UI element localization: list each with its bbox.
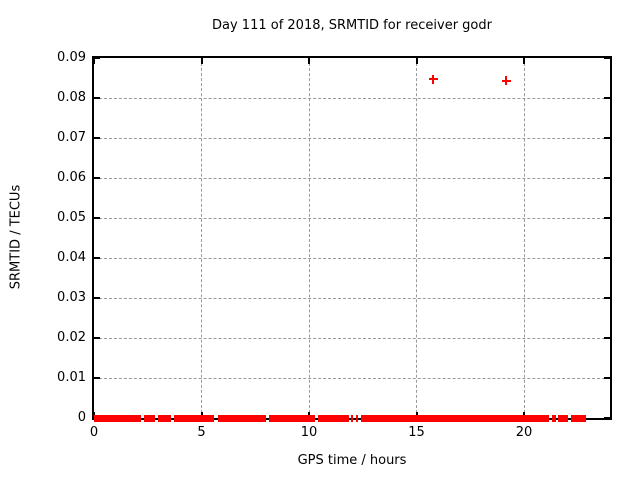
data-point-marker <box>501 76 511 86</box>
gridline-vertical <box>416 58 417 418</box>
y-tick-label: 0.07 <box>57 130 86 145</box>
y-tick-mark-right <box>604 337 610 339</box>
x-tick-mark-top <box>93 58 95 64</box>
y-tick-mark-right <box>604 217 610 219</box>
y-tick-label: 0.06 <box>57 170 86 185</box>
x-tick-mark-top <box>415 58 418 64</box>
chart-title: Day 111 of 2018, SRMTID for receiver god… <box>212 18 492 33</box>
plot-area <box>92 56 612 422</box>
y-tick-mark <box>94 97 100 99</box>
x-tick-mark-top <box>200 58 203 64</box>
y-tick-mark-right <box>604 257 610 259</box>
baseline-marker-band <box>217 414 266 422</box>
gridline-vertical <box>523 58 525 418</box>
baseline-marker-band <box>355 414 358 422</box>
gridline-horizontal <box>94 257 610 259</box>
y-tick-mark-right <box>604 137 610 139</box>
x-axis-label: GPS time / hours <box>297 453 407 468</box>
gridline-horizontal <box>94 177 610 179</box>
y-tick-mark <box>94 377 100 379</box>
baseline-marker-band <box>158 414 172 422</box>
x-tick-label: 5 <box>197 425 206 440</box>
x-tick-mark-top <box>523 58 525 64</box>
y-tick-mark-right <box>604 177 610 179</box>
y-tick-mark <box>94 57 100 59</box>
baseline-marker-band <box>558 414 569 422</box>
plus-icon-vbar <box>505 76 508 86</box>
baseline-marker-band <box>318 414 349 422</box>
y-tick-label: 0.02 <box>57 330 86 345</box>
y-tick-mark <box>94 177 100 179</box>
y-tick-mark-right <box>604 57 610 59</box>
y-tick-mark-right <box>604 97 610 99</box>
plus-icon-vbar <box>432 74 435 84</box>
baseline-marker-band <box>94 414 142 422</box>
baseline-marker-band <box>144 414 156 422</box>
x-tick-mark-top <box>308 58 310 64</box>
gridline-horizontal <box>94 97 610 99</box>
y-tick-label: 0 <box>77 410 86 425</box>
data-point-marker <box>428 74 438 84</box>
y-tick-mark-right <box>604 377 610 379</box>
gridline-vertical <box>201 58 202 418</box>
gridline-horizontal <box>94 337 610 339</box>
y-tick-mark <box>94 137 100 139</box>
gridline-horizontal <box>94 217 610 219</box>
baseline-marker-band <box>173 414 215 422</box>
baseline-marker-band <box>571 414 586 422</box>
y-tick-mark <box>94 297 100 299</box>
y-tick-mark <box>94 257 100 259</box>
y-tick-label: 0.05 <box>57 210 86 225</box>
y-axis-label-text: SRMTID / TECUs <box>8 184 24 290</box>
baseline-marker-band <box>351 414 354 422</box>
y-tick-mark <box>94 217 100 219</box>
baseline-marker-band <box>360 414 549 422</box>
x-tick-label: 0 <box>89 425 99 440</box>
y-tick-label: 0.01 <box>57 370 86 385</box>
x-tick-label: 15 <box>408 425 425 440</box>
y-tick-mark <box>94 337 100 339</box>
gridline-horizontal <box>94 377 610 379</box>
y-tick-label: 0.09 <box>57 50 86 65</box>
baseline-marker-band <box>551 414 557 422</box>
y-tick-label: 0.08 <box>57 90 86 105</box>
x-tick-label: 10 <box>300 425 318 440</box>
y-tick-mark-right <box>604 297 610 299</box>
gridline-vertical <box>308 58 310 418</box>
baseline-marker-band <box>269 414 315 422</box>
x-tick-label: 20 <box>515 425 533 440</box>
y-tick-label: 0.03 <box>57 290 86 305</box>
gridline-horizontal <box>94 137 610 139</box>
y-tick-mark-right <box>604 417 610 419</box>
y-tick-label: 0.04 <box>57 250 86 265</box>
gridline-horizontal <box>94 297 610 299</box>
